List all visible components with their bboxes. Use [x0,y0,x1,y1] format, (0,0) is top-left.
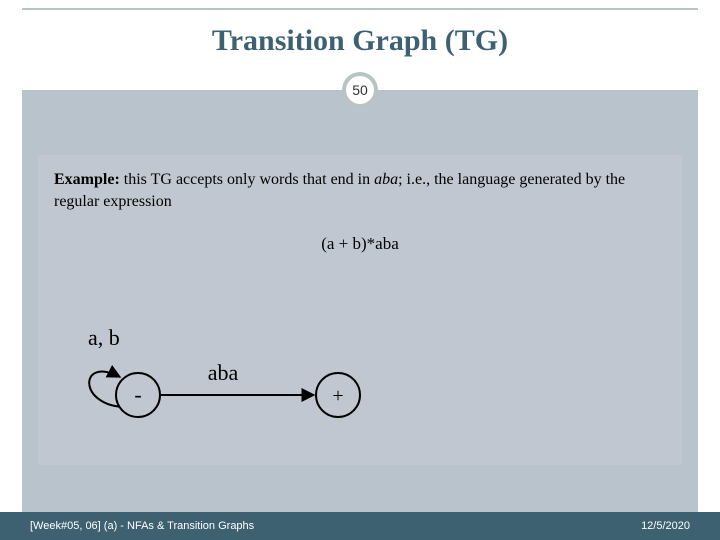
slide-number-badge: 50 [342,72,378,108]
content-box: Example: this TG accepts only words that… [38,155,682,465]
transition-graph-diagram: a, b - aba + [48,315,428,455]
example-part1: this TG accepts only words that end in [124,171,374,188]
top-rule [22,8,698,10]
loop-label: a, b [88,325,120,350]
example-italic: aba [374,171,398,188]
footer-right: 12/5/2020 [641,520,690,532]
start-state-label: - [134,382,141,407]
slide-title: Transition Graph (TG) [0,24,720,58]
footer-left: [Week#05, 06] (a) - NFAs & Transition Gr… [30,520,254,532]
final-state-label: + [332,385,343,407]
example-text: Example: this TG accepts only words that… [54,169,666,212]
footer-bar: [Week#05, 06] (a) - NFAs & Transition Gr… [0,512,720,540]
edge-label: aba [208,360,239,385]
regex-expression: (a + b)*aba [54,234,666,254]
example-label: Example: [54,171,120,188]
